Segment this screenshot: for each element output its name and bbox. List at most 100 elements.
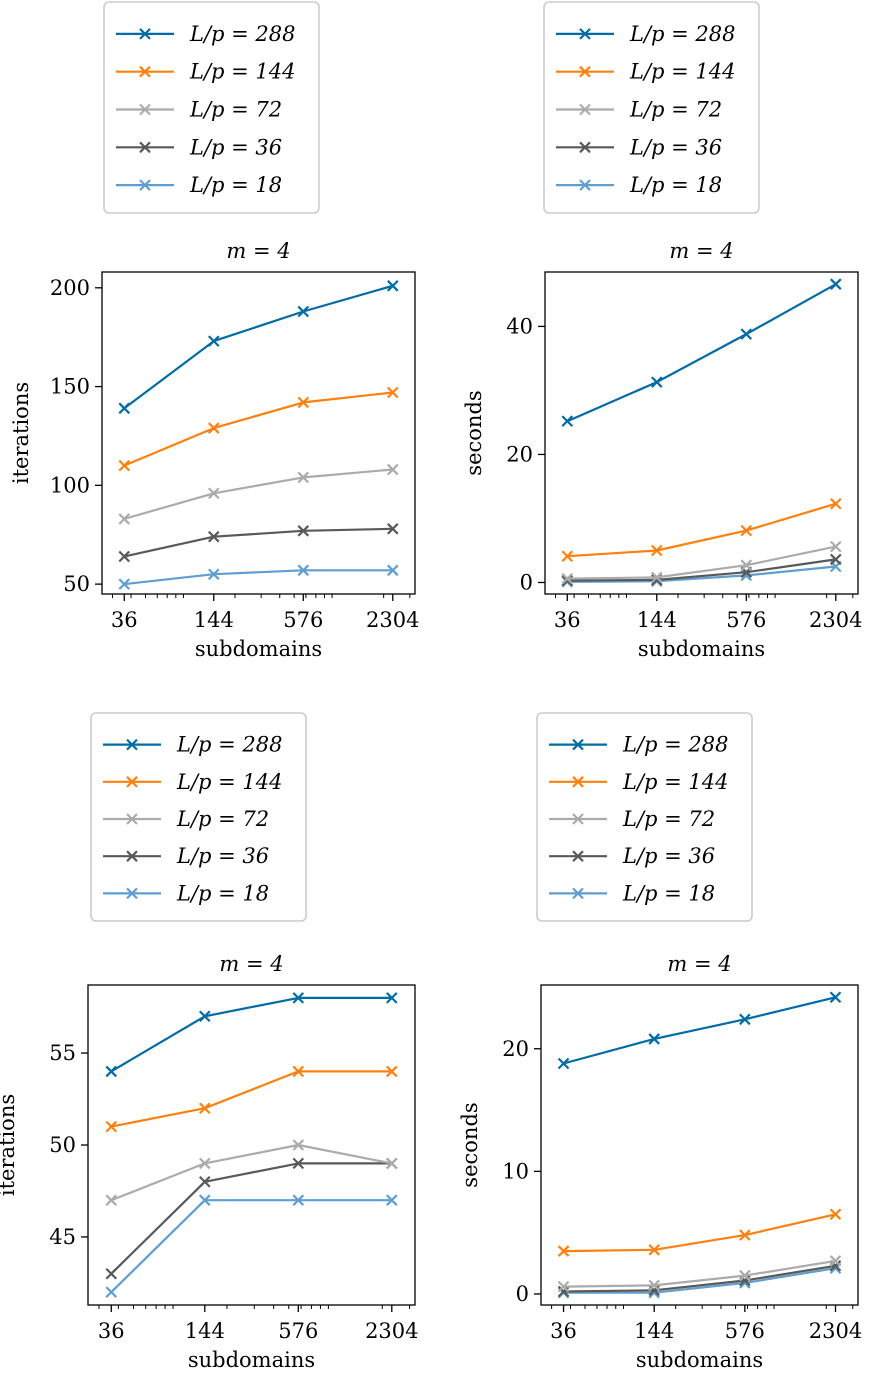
data-point xyxy=(740,328,753,340)
legend-item[interactable]: L/p = 36 xyxy=(549,844,715,868)
legend-item[interactable]: L/p = 288 xyxy=(103,733,283,757)
legend-item[interactable]: L/p = 72 xyxy=(556,98,722,122)
data-point xyxy=(118,459,131,472)
series-L36 xyxy=(557,1259,842,1298)
legend-item[interactable]: L/p = 144 xyxy=(556,60,736,84)
series-line xyxy=(124,569,393,586)
x-tick-label: 2304 xyxy=(365,1319,418,1343)
x-tick-label: 576 xyxy=(726,608,766,632)
legend: L/p = 288 L/p = 144 L/p = 72 L/p = 36 L/p = … xyxy=(543,1,760,214)
chart-panel-2: m = 4 36 144 576 2304 0 20 40 subdomains seconds xyxy=(462,239,863,661)
legend-label: L/p = 144 xyxy=(622,770,729,794)
legend-marker xyxy=(579,141,591,154)
legend-marker xyxy=(139,179,151,191)
legend-label: L/p = 18 xyxy=(629,173,722,197)
legend-item[interactable]: L/p = 72 xyxy=(103,807,269,831)
legend-label: L/p = 288 xyxy=(189,22,296,46)
data-point xyxy=(829,991,842,1004)
plot-frame xyxy=(540,984,859,1306)
y-tick-label: 50 xyxy=(63,572,90,596)
data-point xyxy=(105,1267,118,1280)
y-tick-label: 0 xyxy=(516,1282,529,1306)
chart-title: m = 4 xyxy=(667,952,731,976)
series-line xyxy=(567,558,836,582)
data-point xyxy=(207,422,220,434)
legend-marker xyxy=(572,887,584,900)
data-point xyxy=(557,1285,570,1298)
legend-label: L/p = 72 xyxy=(622,807,715,831)
legend-item[interactable]: L/p = 36 xyxy=(556,135,722,159)
legend-item[interactable]: L/p = 288 xyxy=(116,22,296,46)
series-L144 xyxy=(561,497,842,563)
x-tick-label: 36 xyxy=(98,1319,125,1343)
y-axis-label: iterations xyxy=(9,382,33,484)
series-line xyxy=(566,283,837,423)
data-point xyxy=(648,1284,660,1297)
legend-label: L/p = 144 xyxy=(189,60,296,84)
legend-label: L/p = 72 xyxy=(629,98,722,122)
legend-marker xyxy=(126,738,138,751)
legend-item[interactable]: L/p = 18 xyxy=(116,173,282,197)
data-point xyxy=(387,386,399,399)
x-tick-label: 2304 xyxy=(809,1319,862,1343)
x-tick-label: 36 xyxy=(554,608,581,632)
legend-item[interactable]: L/p = 144 xyxy=(103,770,283,794)
legend-item[interactable]: L/p = 288 xyxy=(556,22,736,46)
legend-marker xyxy=(579,103,591,116)
x-minor-ticks xyxy=(111,594,411,598)
data-point xyxy=(829,1255,842,1267)
data-point xyxy=(387,280,399,292)
series-line xyxy=(123,284,394,410)
data-point xyxy=(650,571,663,584)
legend-label: L/p = 288 xyxy=(622,733,729,757)
series-L288 xyxy=(118,280,399,415)
data-point xyxy=(740,559,753,571)
legend-item[interactable]: L/p = 144 xyxy=(549,770,729,794)
data-point xyxy=(297,396,310,409)
data-point xyxy=(561,550,574,563)
legend-marker xyxy=(139,103,151,116)
x-tick-label: 36 xyxy=(111,608,138,632)
legend-label: L/p = 36 xyxy=(622,844,715,868)
data-point xyxy=(561,572,574,585)
legend-item[interactable]: L/p = 72 xyxy=(116,98,282,122)
legend-item[interactable]: L/p = 36 xyxy=(103,844,269,868)
series-L72 xyxy=(557,1255,842,1293)
series-line xyxy=(563,996,836,1065)
legend-label: L/p = 144 xyxy=(629,60,736,84)
data-point xyxy=(297,471,310,484)
series-L72 xyxy=(105,1139,398,1206)
x-tick-label: 144 xyxy=(194,608,234,632)
legend-frame xyxy=(543,1,760,214)
legend-item[interactable]: L/p = 18 xyxy=(549,881,715,905)
data-point xyxy=(386,992,398,1004)
series-L144 xyxy=(557,1208,842,1257)
y-tick-label: 45 xyxy=(49,1225,76,1249)
y-axis-label: seconds xyxy=(462,390,486,475)
data-point xyxy=(207,530,220,543)
legend-marker xyxy=(572,813,584,825)
y-tick-label: 40 xyxy=(506,314,533,338)
data-point xyxy=(648,1279,660,1292)
data-point xyxy=(739,1013,751,1026)
y-axis-label: seconds xyxy=(458,1102,482,1187)
data-point xyxy=(105,1286,118,1298)
series-line xyxy=(111,1070,392,1128)
legend-item[interactable]: L/p = 18 xyxy=(556,173,722,197)
plot-frame xyxy=(101,271,416,595)
chart-title: m = 4 xyxy=(219,952,283,976)
legend-item[interactable]: L/p = 288 xyxy=(549,733,729,757)
legend-item[interactable]: L/p = 72 xyxy=(549,807,715,831)
data-point xyxy=(297,564,310,577)
legend-label: L/p = 18 xyxy=(189,173,282,197)
legend-item[interactable]: L/p = 144 xyxy=(116,60,296,84)
y-tick-label: 50 xyxy=(49,1133,76,1157)
data-point xyxy=(292,1065,305,1078)
legend-item[interactable]: L/p = 18 xyxy=(103,881,269,905)
series-line xyxy=(123,468,393,520)
x-minor-ticks xyxy=(554,594,854,598)
plot-frame xyxy=(544,271,859,595)
legend-item[interactable]: L/p = 36 xyxy=(116,135,282,159)
x-tick-label: 2304 xyxy=(809,608,862,632)
series-line xyxy=(110,1199,392,1293)
